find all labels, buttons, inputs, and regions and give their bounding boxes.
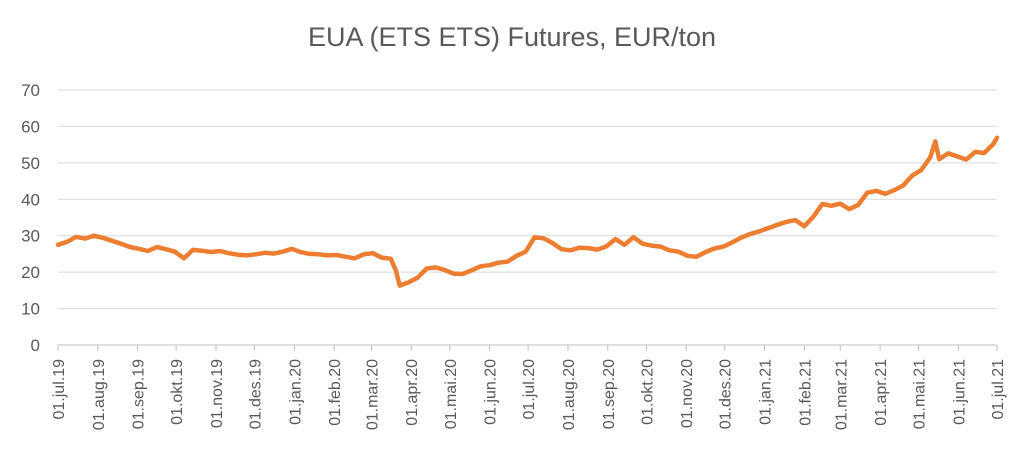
- chart-title: EUA (ETS ETS) Futures, EUR/ton: [307, 22, 717, 52]
- x-tick-label: 01.des.20: [718, 359, 735, 429]
- x-tick-label: 01.nov.20: [679, 359, 696, 428]
- x-tick-label: 01.aug.20: [561, 359, 578, 430]
- x-tick-label: 01.jul.20: [521, 359, 538, 420]
- y-tick-label: 40: [21, 190, 40, 209]
- x-tick-label: 01.sep.20: [601, 359, 618, 429]
- x-tick-label: 01.jul.19: [51, 359, 68, 420]
- x-tick-label: 01.sep.19: [131, 359, 148, 429]
- x-tick-label: 01.okt.20: [639, 359, 656, 425]
- x-tick-label: 01.mar.21: [833, 359, 850, 430]
- x-tick-label: 01.feb.20: [327, 359, 344, 426]
- x-tick-label: 01.apr.20: [404, 359, 421, 426]
- x-tick-label: 01.jul.21: [990, 359, 1007, 420]
- y-tick-label: 30: [21, 227, 40, 246]
- x-tick-label: 01.mai.21: [912, 359, 929, 429]
- x-tick-label: 01.aug.19: [91, 359, 108, 430]
- y-tick-label: 0: [31, 336, 40, 355]
- x-tick-label: 01.jun.20: [483, 359, 500, 425]
- y-tick-label: 10: [21, 300, 40, 319]
- x-tick-label: 01.mai.20: [443, 359, 460, 429]
- y-tick-label: 60: [21, 117, 40, 136]
- y-tick-label: 20: [21, 263, 40, 282]
- x-tick-label: 01.nov.19: [209, 359, 226, 428]
- x-tick-label: 01.apr.21: [873, 359, 890, 426]
- x-tick-label: 01.jan.20: [287, 359, 304, 425]
- x-tick-label: 01.okt.19: [169, 359, 186, 425]
- series-line: [55, 135, 1000, 288]
- x-tick-label: 01.jun.21: [951, 359, 968, 425]
- y-tick-label: 50: [21, 154, 40, 173]
- x-tick-label: 01.des.19: [248, 359, 265, 429]
- x-tick-label: 01.feb.21: [797, 359, 814, 426]
- x-tick-label: 01.mar.20: [364, 359, 381, 430]
- x-tick-label: 01.jan.21: [757, 359, 774, 425]
- y-tick-label: 70: [21, 81, 40, 100]
